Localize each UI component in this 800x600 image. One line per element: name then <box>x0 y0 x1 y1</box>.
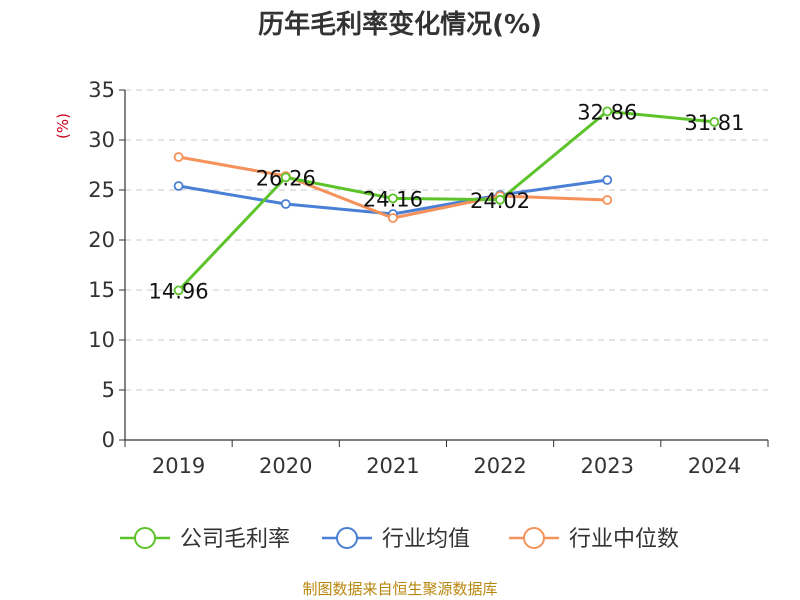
data-label: 14.96 <box>149 279 209 303</box>
series-line <box>177 109 715 292</box>
x-tick-label: 2020 <box>259 454 312 478</box>
x-tick-label: 2019 <box>152 454 205 478</box>
data-point <box>602 106 613 117</box>
y-tick-label: 20 <box>88 228 115 252</box>
legend: 公司毛利率 行业均值 行业中位数 <box>120 527 679 552</box>
data-point <box>709 117 720 127</box>
data-point <box>602 195 613 205</box>
legend-label: 行业均值 <box>382 527 470 552</box>
data-point <box>280 199 291 209</box>
y-tick-label: 15 <box>88 278 115 302</box>
data-label: 26.26 <box>256 166 316 190</box>
legend-marker <box>336 527 358 549</box>
chart-title: 历年毛利率变化情况(%) <box>258 9 542 40</box>
data-point <box>173 285 184 296</box>
legend-label: 行业中位数 <box>569 527 679 552</box>
data-point <box>173 152 184 162</box>
data-point <box>495 194 505 205</box>
data-label: 24.16 <box>363 187 423 211</box>
data-point <box>173 181 184 191</box>
data-labels: 14.96 26.26 24.16 24.02 32.86 31.81 <box>149 100 745 303</box>
legend-marker <box>523 527 545 549</box>
x-tick-label: 2024 <box>688 454 741 478</box>
data-point <box>388 213 398 223</box>
axes: 0 5 10 15 20 25 30 35 2019 2020 2021 2022 2023 2024 <box>88 78 769 478</box>
y-axis-unit: (%) <box>54 113 72 139</box>
data-label: 24.02 <box>470 189 530 213</box>
x-tick-label: 2022 <box>473 454 526 478</box>
y-tick-label: 0 <box>102 428 115 452</box>
legend-label: 公司毛利率 <box>180 527 290 552</box>
data-point <box>602 175 613 185</box>
y-tick-label: 10 <box>88 328 115 352</box>
y-tick-label: 30 <box>88 128 115 152</box>
series-group <box>173 106 720 296</box>
y-tick-label: 5 <box>102 378 115 402</box>
y-tick-label: 25 <box>88 178 115 202</box>
legend-marker <box>134 527 156 549</box>
data-label: 32.86 <box>577 100 637 124</box>
grid-lines <box>125 89 768 391</box>
x-tick-label: 2023 <box>581 454 634 478</box>
legend-item: 行业均值 <box>322 527 470 552</box>
x-tick-label: 2021 <box>366 454 419 478</box>
data-point <box>388 193 398 204</box>
source-note: 制图数据来自恒生聚源数据库 <box>302 580 497 598</box>
legend-item: 公司毛利率 <box>120 527 290 552</box>
data-label: 31.81 <box>684 111 744 135</box>
data-point <box>280 172 291 183</box>
y-tick-label: 35 <box>88 78 115 102</box>
legend-item: 行业中位数 <box>509 527 679 552</box>
